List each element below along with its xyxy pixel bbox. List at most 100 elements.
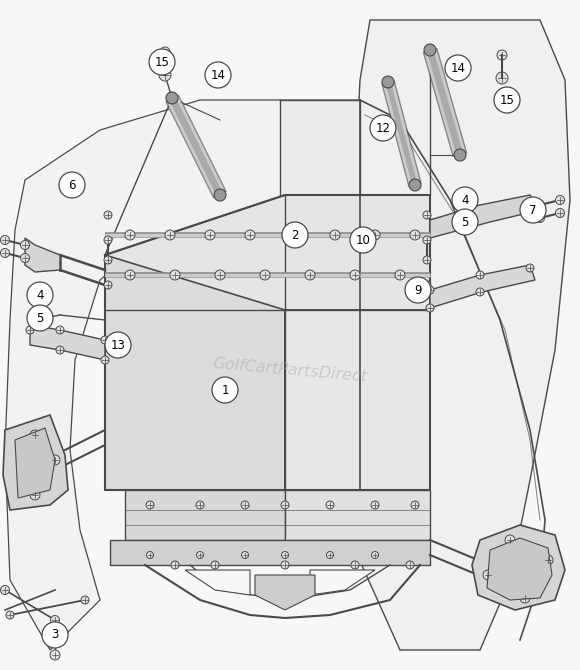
- Circle shape: [405, 277, 431, 303]
- Circle shape: [445, 55, 471, 81]
- Polygon shape: [310, 570, 375, 595]
- Circle shape: [104, 211, 112, 219]
- Circle shape: [423, 281, 431, 289]
- Text: 14: 14: [451, 62, 466, 74]
- Circle shape: [26, 326, 34, 334]
- Circle shape: [410, 230, 420, 240]
- Circle shape: [50, 616, 60, 624]
- Circle shape: [27, 305, 53, 331]
- Text: 6: 6: [68, 178, 76, 192]
- Text: 14: 14: [211, 68, 226, 82]
- Polygon shape: [430, 265, 535, 308]
- Circle shape: [245, 230, 255, 240]
- Circle shape: [395, 270, 405, 280]
- Circle shape: [556, 196, 564, 204]
- Ellipse shape: [214, 189, 226, 201]
- Circle shape: [483, 570, 493, 580]
- Circle shape: [30, 430, 40, 440]
- Circle shape: [282, 222, 308, 248]
- Circle shape: [159, 69, 171, 81]
- Circle shape: [372, 551, 379, 559]
- Circle shape: [241, 551, 248, 559]
- Circle shape: [423, 236, 431, 244]
- Polygon shape: [285, 310, 430, 490]
- Text: 2: 2: [291, 228, 299, 241]
- Circle shape: [496, 72, 508, 84]
- Circle shape: [101, 356, 109, 364]
- Circle shape: [42, 622, 68, 648]
- Text: 7: 7: [529, 204, 536, 216]
- Circle shape: [426, 304, 434, 312]
- Circle shape: [125, 270, 135, 280]
- Circle shape: [104, 281, 112, 289]
- Circle shape: [260, 270, 270, 280]
- Circle shape: [526, 264, 534, 272]
- Text: 12: 12: [375, 121, 390, 135]
- Polygon shape: [25, 238, 60, 272]
- Circle shape: [350, 270, 360, 280]
- Text: 4: 4: [461, 194, 469, 206]
- Circle shape: [452, 187, 478, 213]
- Circle shape: [476, 288, 484, 296]
- Circle shape: [212, 377, 238, 403]
- Circle shape: [56, 326, 64, 334]
- Circle shape: [27, 282, 53, 308]
- Circle shape: [285, 230, 295, 240]
- Circle shape: [50, 650, 60, 660]
- Polygon shape: [15, 428, 55, 498]
- Circle shape: [371, 501, 379, 509]
- Polygon shape: [110, 540, 430, 565]
- Text: GolfCartPartsDirect: GolfCartPartsDirect: [212, 356, 368, 384]
- Circle shape: [101, 336, 109, 344]
- Circle shape: [30, 490, 40, 500]
- Circle shape: [281, 561, 289, 569]
- Circle shape: [543, 555, 553, 565]
- Circle shape: [423, 211, 431, 219]
- Circle shape: [505, 535, 515, 545]
- Text: 1: 1: [221, 383, 229, 397]
- Text: 15: 15: [499, 94, 514, 107]
- Text: 9: 9: [414, 283, 422, 297]
- Circle shape: [171, 561, 179, 569]
- Circle shape: [1, 249, 9, 257]
- Circle shape: [452, 209, 478, 235]
- Circle shape: [426, 286, 434, 294]
- Ellipse shape: [409, 179, 421, 191]
- Polygon shape: [185, 570, 250, 595]
- Polygon shape: [105, 255, 285, 490]
- Circle shape: [520, 593, 530, 603]
- Ellipse shape: [424, 44, 436, 56]
- Circle shape: [147, 551, 154, 559]
- Circle shape: [205, 230, 215, 240]
- Circle shape: [351, 561, 359, 569]
- Circle shape: [406, 561, 414, 569]
- Circle shape: [197, 551, 204, 559]
- Circle shape: [170, 270, 180, 280]
- Circle shape: [370, 230, 380, 240]
- Circle shape: [165, 230, 175, 240]
- Polygon shape: [340, 20, 570, 650]
- Polygon shape: [5, 100, 360, 650]
- Circle shape: [494, 87, 520, 113]
- Circle shape: [20, 253, 30, 263]
- Circle shape: [160, 47, 170, 57]
- Circle shape: [104, 236, 112, 244]
- Text: 15: 15: [154, 56, 169, 68]
- Polygon shape: [487, 538, 552, 600]
- Circle shape: [411, 501, 419, 509]
- Circle shape: [330, 230, 340, 240]
- Circle shape: [105, 332, 131, 358]
- Circle shape: [520, 197, 546, 223]
- Circle shape: [50, 455, 60, 465]
- Circle shape: [241, 501, 249, 509]
- Circle shape: [497, 50, 507, 60]
- Polygon shape: [125, 490, 285, 540]
- Circle shape: [59, 172, 85, 198]
- Polygon shape: [285, 490, 430, 540]
- Circle shape: [56, 346, 64, 354]
- Circle shape: [149, 49, 175, 75]
- Circle shape: [326, 501, 334, 509]
- Circle shape: [281, 551, 288, 559]
- Circle shape: [281, 501, 289, 509]
- Polygon shape: [3, 415, 68, 510]
